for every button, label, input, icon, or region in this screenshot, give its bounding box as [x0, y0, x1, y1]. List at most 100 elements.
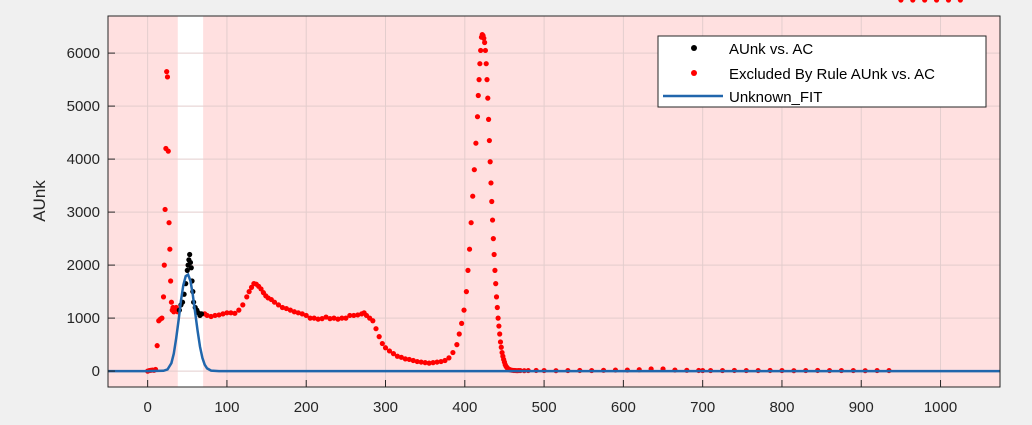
point-excluded	[466, 246, 473, 252]
included-range-band	[177, 16, 204, 387]
legend-label-fit: Unknown_FIT	[729, 89, 822, 106]
point-excluded	[470, 193, 476, 199]
point-excluded	[459, 320, 465, 326]
x-tick-label: 1000	[924, 399, 957, 416]
point-excluded	[307, 315, 313, 321]
point-excluded	[410, 357, 416, 364]
point-included	[187, 251, 193, 258]
point-excluded	[212, 312, 218, 319]
point-excluded	[898, 0, 904, 3]
point-excluded	[494, 304, 500, 311]
point-excluded	[299, 311, 305, 317]
point-excluded	[485, 116, 492, 122]
point-excluded	[208, 313, 214, 320]
point-excluded	[402, 356, 408, 362]
point-excluded	[165, 148, 171, 154]
point-excluded	[414, 358, 420, 365]
point-excluded	[379, 340, 385, 347]
legend-marker-included	[691, 45, 697, 51]
point-excluded	[275, 302, 282, 308]
point-excluded	[482, 47, 489, 54]
point-included	[188, 265, 194, 271]
point-excluded	[168, 278, 174, 284]
y-tick-label: 3000	[67, 204, 100, 221]
point-excluded	[430, 360, 436, 366]
fit-line	[108, 272, 1000, 373]
point-excluded	[463, 289, 469, 295]
x-tick-label: 400	[452, 399, 477, 416]
legend-label-included: AUnk vs. AC	[729, 41, 813, 58]
point-excluded	[390, 351, 397, 357]
point-excluded	[246, 289, 252, 295]
point-excluded	[315, 316, 321, 322]
point-excluded	[481, 35, 487, 41]
point-excluded	[248, 284, 255, 290]
point-excluded	[240, 302, 246, 308]
point-excluded	[490, 236, 496, 242]
point-excluded	[166, 220, 172, 226]
x-tick-label: 0	[143, 399, 151, 416]
point-excluded	[496, 323, 502, 329]
point-excluded	[351, 312, 357, 319]
x-tick-label: 300	[373, 399, 398, 416]
point-excluded	[160, 294, 167, 300]
point-excluded	[910, 0, 916, 3]
point-excluded	[486, 137, 492, 144]
point-excluded	[236, 307, 242, 313]
grid	[108, 16, 1000, 387]
point-excluded	[335, 316, 341, 322]
point-excluded	[398, 354, 404, 360]
point-excluded	[224, 310, 230, 316]
x-tick-label: 900	[849, 399, 874, 416]
point-excluded	[370, 318, 376, 324]
point-excluded	[168, 299, 175, 305]
point-excluded	[162, 206, 168, 213]
y-tick-label: 2000	[67, 257, 100, 274]
point-excluded	[491, 251, 497, 258]
x-tick-label: 500	[532, 399, 557, 416]
point-excluded	[465, 267, 471, 273]
point-excluded	[489, 198, 495, 205]
point-excluded	[933, 0, 940, 3]
point-excluded	[485, 95, 491, 101]
point-excluded	[386, 348, 393, 354]
point-excluded	[311, 315, 317, 321]
point-excluded	[478, 47, 484, 54]
point-included	[187, 259, 194, 266]
point-excluded	[347, 312, 353, 319]
series-layer	[108, 0, 1000, 374]
point-excluded	[303, 312, 309, 319]
point-excluded	[493, 281, 499, 287]
y-tick-label: 6000	[67, 45, 100, 62]
point-excluded	[279, 304, 286, 311]
point-excluded	[394, 353, 401, 359]
point-excluded	[945, 0, 952, 3]
point-excluded	[471, 167, 477, 173]
point-excluded	[418, 359, 424, 365]
point-excluded	[327, 316, 333, 322]
point-excluded	[220, 311, 226, 317]
point-excluded	[482, 39, 488, 46]
y-tick-label: 5000	[67, 98, 100, 115]
point-excluded	[450, 349, 456, 356]
point-excluded	[244, 294, 250, 300]
y-axis-label: AUnk	[30, 180, 49, 222]
point-excluded	[497, 339, 504, 345]
point-excluded	[159, 315, 165, 321]
point-excluded	[167, 246, 173, 252]
point-excluded	[422, 360, 428, 366]
legend-label-excluded: Excluded By Rule AUnk vs. AC	[729, 66, 935, 83]
point-excluded	[498, 344, 504, 350]
point-excluded	[474, 114, 481, 120]
point-excluded	[476, 77, 482, 83]
point-excluded	[343, 315, 349, 321]
point-excluded	[295, 310, 301, 316]
x-tick-label: 200	[294, 399, 319, 416]
point-excluded	[488, 180, 494, 186]
point-excluded	[477, 61, 483, 67]
point-excluded	[228, 310, 234, 316]
x-tick-label: 800	[769, 399, 794, 416]
point-excluded	[164, 74, 171, 80]
legend[interactable]: AUnk vs. AC Excluded By Rule AUnk vs. AC…	[657, 35, 987, 108]
